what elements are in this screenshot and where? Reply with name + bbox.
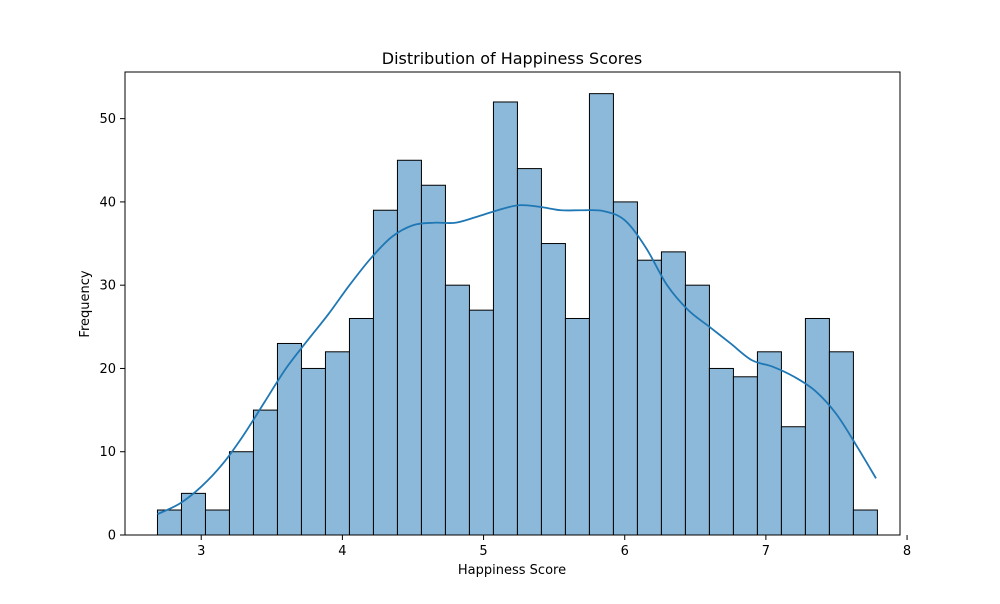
y-axis-label: Frequency <box>78 270 93 337</box>
histogram-bar <box>804 317 830 536</box>
histogram-bar <box>228 451 254 536</box>
histogram-bar <box>252 409 278 536</box>
y-tick-label: 0 <box>108 529 116 544</box>
y-tick-label: 10 <box>99 445 116 460</box>
histogram-bar <box>564 317 590 536</box>
histogram-bar <box>684 284 710 536</box>
kde-curve <box>157 204 877 515</box>
x-axis-label: Happiness Score <box>458 563 566 578</box>
histogram-bar <box>396 159 422 536</box>
x-tick-label: 7 <box>762 544 770 559</box>
x-tick-label: 3 <box>197 544 205 559</box>
y-tick-label: 50 <box>99 112 116 127</box>
histogram-bar <box>708 367 734 536</box>
histogram-bar <box>492 101 518 536</box>
histogram-bar <box>324 351 350 536</box>
histogram-bar <box>420 184 446 536</box>
histogram-bar <box>300 367 326 536</box>
histogram-bars <box>156 93 878 536</box>
histogram-bar <box>732 376 758 536</box>
histogram-bar <box>756 351 782 536</box>
histogram-bar <box>348 317 374 536</box>
histogram-bar <box>852 509 878 536</box>
x-tick-label: 8 <box>903 544 911 559</box>
x-tick-label: 5 <box>479 544 487 559</box>
histogram-bar <box>516 168 542 536</box>
histogram-bar <box>780 426 806 536</box>
x-axis-ticks: 3 4 5 6 7 8 <box>197 535 911 559</box>
histogram-bar <box>588 93 614 536</box>
histogram-bar <box>828 351 854 536</box>
histogram-bar <box>468 309 494 536</box>
chart-title: Distribution of Happiness Scores <box>382 49 642 68</box>
histogram-bar <box>444 284 470 536</box>
x-tick-label: 4 <box>338 544 346 559</box>
plot-frame <box>124 71 901 536</box>
histogram-bar <box>612 201 638 536</box>
histogram-bar <box>540 243 566 536</box>
histogram-bar <box>636 259 662 536</box>
histogram-bar <box>276 342 302 536</box>
y-tick-label: 30 <box>99 279 116 294</box>
histogram-bar <box>156 509 182 536</box>
y-tick-label: 40 <box>99 195 116 210</box>
x-tick-label: 6 <box>621 544 629 559</box>
y-tick-label: 20 <box>99 362 116 377</box>
histogram-bar <box>372 209 398 536</box>
y-axis-ticks: 0 10 20 30 40 50 <box>99 112 125 544</box>
histogram-bar <box>204 509 230 536</box>
